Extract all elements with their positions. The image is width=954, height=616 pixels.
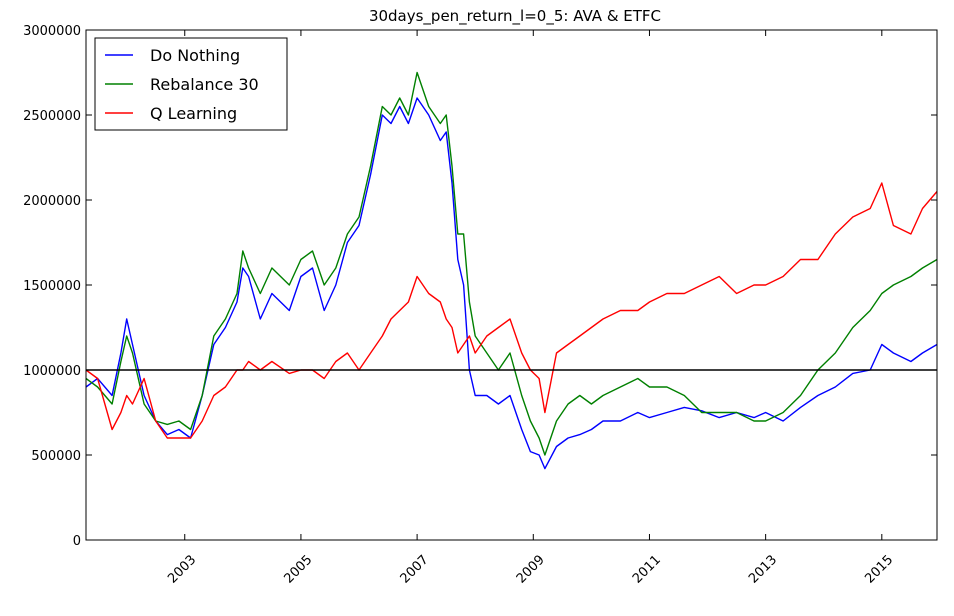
y-tick-label-2: 1000000: [23, 364, 81, 379]
legend: Do Nothing Rebalance 30 Q Learning: [94, 37, 288, 131]
y-tick-label-1: 500000: [31, 449, 81, 464]
y-tick-label-4: 2000000: [23, 194, 81, 209]
y-tick-label-6: 3000000: [23, 24, 81, 39]
chart-title: 30days_pen_return_l=0_5: AVA & ETFC: [369, 7, 661, 26]
series-line-do-nothing: [85, 97, 938, 470]
plot-area: [85, 71, 938, 470]
y-tick-label-5: 2500000: [23, 109, 81, 124]
legend-label-1: Rebalance 30: [150, 75, 259, 94]
series-line-q-learning: [85, 182, 938, 439]
legend-label-2: Q Learning: [150, 104, 237, 123]
y-tick-label-0: 0: [73, 534, 81, 549]
series-line-rebalance-30: [85, 71, 938, 456]
y-tick-label-3: 1500000: [23, 279, 81, 294]
legend-label-0: Do Nothing: [150, 46, 240, 65]
